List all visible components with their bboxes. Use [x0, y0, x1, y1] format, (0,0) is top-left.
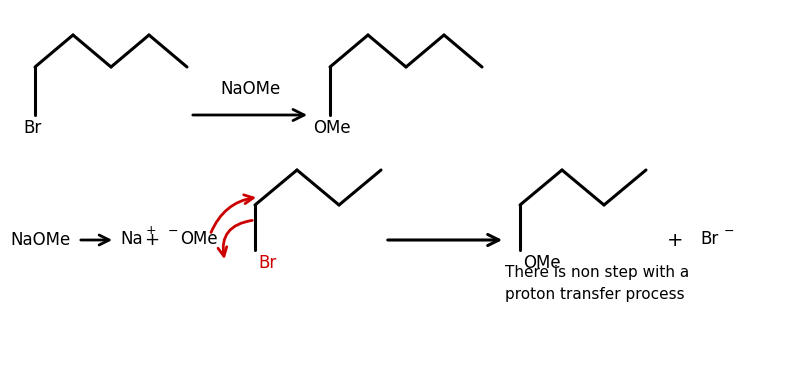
Text: Br: Br: [700, 230, 718, 248]
Text: −: −: [724, 225, 734, 238]
Text: NaOMe: NaOMe: [220, 80, 280, 98]
Text: NaOMe: NaOMe: [10, 231, 70, 249]
Text: +: +: [146, 225, 157, 238]
Text: Na: Na: [120, 230, 142, 248]
Text: OMe: OMe: [313, 119, 351, 137]
FancyArrowPatch shape: [211, 195, 253, 232]
Text: OMe: OMe: [523, 254, 561, 272]
Text: Br: Br: [24, 119, 42, 137]
Text: OMe: OMe: [180, 230, 218, 248]
Text: +: +: [145, 231, 159, 249]
Text: +: +: [666, 231, 683, 249]
Text: −: −: [168, 225, 178, 238]
Text: Br: Br: [258, 254, 276, 272]
Text: There is non step with a
proton transfer process: There is non step with a proton transfer…: [505, 265, 690, 302]
FancyArrowPatch shape: [218, 221, 252, 256]
